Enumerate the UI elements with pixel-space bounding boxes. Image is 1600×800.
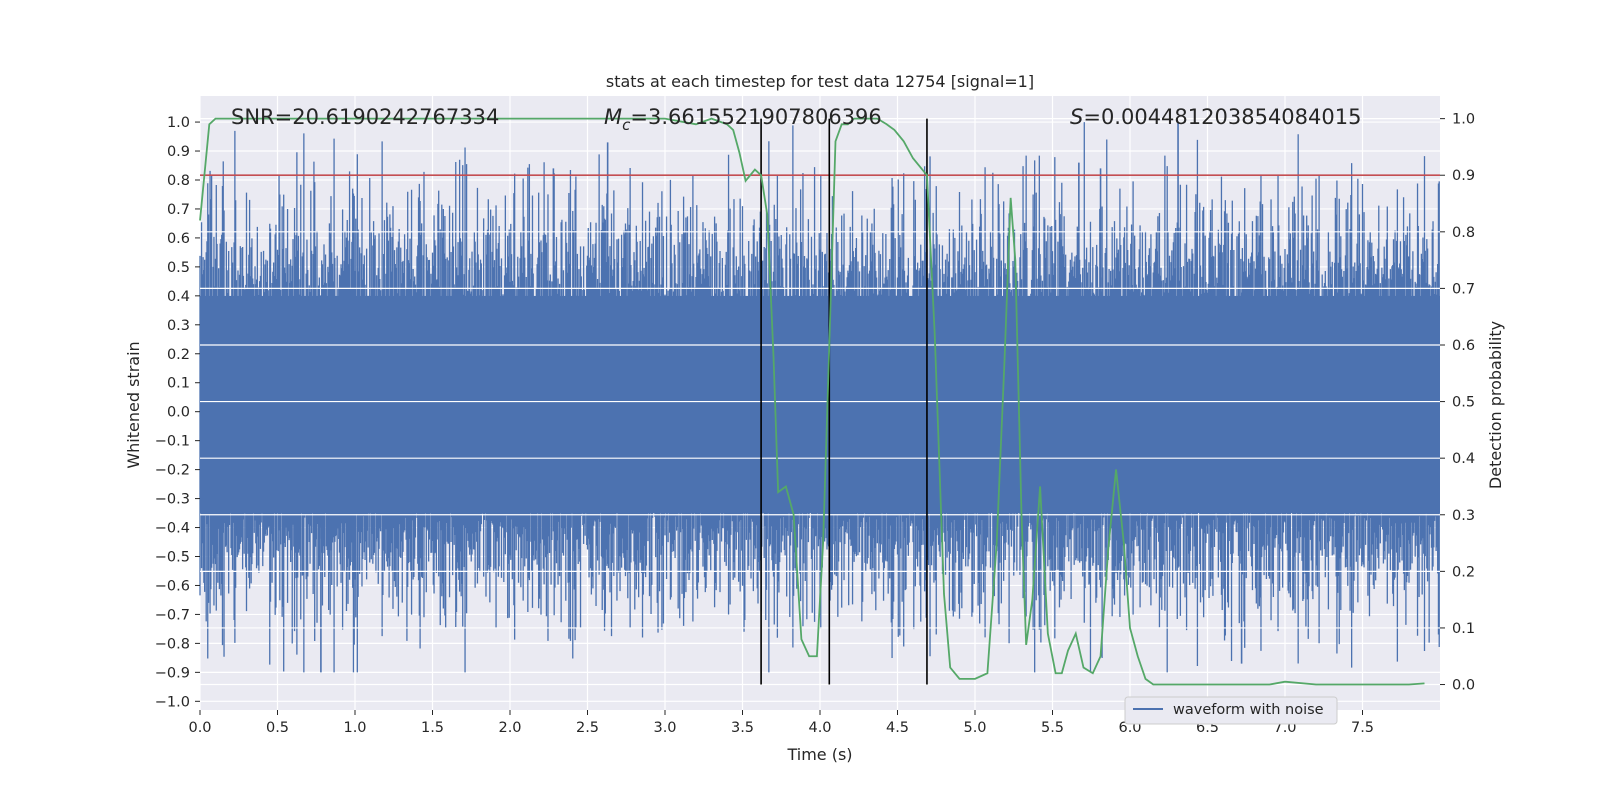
chirp-mass-symbol: M (604, 105, 622, 129)
x-tick-label: 2.5 (576, 720, 599, 736)
x-tick-label: 0.5 (266, 720, 289, 736)
y-right-tick-label: 0.8 (1452, 225, 1475, 241)
y-right-tick-label: 0.9 (1452, 168, 1475, 184)
y-left-tick-label: −1.0 (155, 694, 190, 710)
waveform-series (199, 118, 1440, 686)
y-right-tick-label: 0.3 (1452, 508, 1475, 524)
waveform-core-band (200, 295, 1440, 514)
y-left-tick-label: 0.0 (167, 405, 190, 421)
y-left-axis-ticks: 1.0 0.9 0.8 0.7 0.6 0.5 0.4 0.3 0.2 0.1 0.0 −0.1 −0.… (155, 115, 200, 710)
y-right-tick-label: 0.5 (1452, 395, 1475, 411)
legend-box (1124, 696, 1338, 725)
y-left-axis-label: Whitened strain (124, 341, 143, 468)
legend: waveform with noise (1124, 696, 1338, 725)
x-tick-label: 3.5 (731, 720, 754, 736)
y-left-tick-label: 0.9 (167, 144, 190, 160)
y-left-tick-label: 0.7 (167, 202, 190, 218)
y-left-tick-label: 0.2 (167, 347, 190, 363)
y-left-tick-label: −0.5 (155, 550, 190, 566)
x-tick-label: 4.5 (886, 720, 909, 736)
y-right-tick-label: 0.4 (1452, 451, 1475, 467)
s-value: =0.004481203854084015 (1083, 105, 1361, 129)
y-left-tick-label: 0.3 (167, 318, 190, 334)
y-right-tick-label: 0.6 (1452, 338, 1475, 354)
legend-label: waveform with noise (1173, 702, 1324, 718)
snr-annotation: SNR=20.6190242767334 (231, 105, 499, 129)
x-tick-label: 1.5 (421, 720, 444, 736)
probability-line (199, 117, 1425, 686)
x-axis-label: Time (s) (786, 745, 852, 764)
s-annotation: S=0.004481203854084015 (1070, 105, 1361, 129)
y-left-tick-label: −0.2 (155, 463, 190, 479)
x-tick-label: 7.5 (1351, 720, 1374, 736)
y-left-tick-label: 0.8 (167, 173, 190, 189)
x-tick-label: 5.5 (1041, 720, 1064, 736)
x-tick-label: 3.0 (653, 720, 676, 736)
x-tick-label: 5.0 (963, 720, 986, 736)
y-left-tick-label: −0.7 (155, 607, 190, 623)
y-left-tick-label: −0.6 (155, 578, 190, 594)
x-tick-label: 0.0 (188, 720, 211, 736)
x-axis-ticks: 0.0 0.5 1.0 1.5 2.0 2.5 3.0 3.5 4.0 4.5 5.0 5.5 6.0 6… (188, 710, 1374, 736)
x-tick-label: 2.0 (498, 720, 521, 736)
x-tick-label: 1.0 (343, 720, 366, 736)
y-right-tick-label: 0.7 (1452, 281, 1475, 297)
chirp-mass-subscript: c (622, 116, 631, 134)
detection-probability-series (199, 117, 1425, 686)
y-left-tick-label: −0.1 (155, 434, 190, 450)
overlay-lines (200, 118, 1440, 685)
y-left-tick-label: −0.8 (155, 636, 190, 652)
y-right-axis-label: Detection probability (1486, 321, 1505, 489)
y-left-tick-label: −0.4 (155, 521, 190, 537)
chirp-mass-annotation: Mc=3.6615521907806396 (604, 105, 882, 134)
y-left-tick-label: −0.3 (155, 492, 190, 508)
y-right-tick-label: 0.2 (1452, 564, 1475, 580)
chirp-mass-value: =3.6615521907806396 (630, 105, 881, 129)
y-right-tick-label: 0.0 (1452, 678, 1475, 694)
y-left-tick-label: 1.0 (167, 115, 190, 131)
y-right-tick-label: 0.1 (1452, 621, 1475, 637)
y-left-tick-label: 0.1 (167, 376, 190, 392)
y-right-axis-ticks: 1.0 0.9 0.8 0.7 0.6 0.5 0.4 0.3 0.2 0.1 0.0 (1440, 112, 1475, 694)
chart-title: stats at each timestep for test data 127… (606, 72, 1034, 91)
x-tick-label: 4.0 (808, 720, 831, 736)
y-right-tick-label: 1.0 (1452, 112, 1475, 128)
y-left-tick-label: 0.4 (167, 289, 190, 305)
s-symbol: S (1070, 105, 1083, 129)
y-left-tick-label: 0.6 (167, 231, 190, 247)
y-left-tick-label: 0.5 (167, 260, 190, 276)
y-left-tick-label: −0.9 (155, 665, 190, 681)
